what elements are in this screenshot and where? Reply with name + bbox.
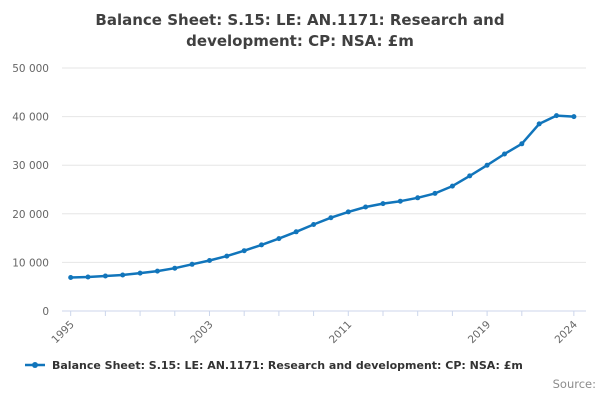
- data-point-marker[interactable]: [207, 258, 212, 263]
- y-axis-tick-label: 30 000: [12, 160, 49, 172]
- legend-line-marker-icon: [25, 362, 45, 368]
- data-point-marker[interactable]: [172, 265, 178, 271]
- data-point-marker[interactable]: [536, 121, 542, 127]
- data-point-marker[interactable]: [449, 183, 455, 189]
- y-axis-tick-label: 20 000: [12, 209, 49, 221]
- data-point-marker[interactable]: [189, 261, 195, 267]
- y-axis-tick-label: 40 000: [12, 112, 49, 124]
- series-line: [69, 114, 576, 279]
- x-axis-tick-label: 2024: [553, 318, 581, 346]
- source-note: Source:: [552, 377, 596, 391]
- y-axis-tick-label: 10 000: [12, 257, 49, 269]
- data-point-marker[interactable]: [363, 204, 369, 210]
- data-point-marker[interactable]: [68, 275, 74, 280]
- chart-title-line-2: development: CP: NSA: £m: [186, 32, 414, 50]
- data-point-marker[interactable]: [85, 274, 91, 280]
- data-point-marker[interactable]: [397, 198, 403, 204]
- chart-title-line-1: Balance Sheet: S.15: LE: AN.1171: Resear…: [95, 11, 505, 29]
- data-point-marker[interactable]: [120, 272, 126, 278]
- x-axis-tick-label: 2019: [466, 319, 493, 346]
- legend-label: Balance Sheet: S.15: LE: AN.1171: Resear…: [52, 358, 523, 372]
- data-point-marker[interactable]: [311, 222, 317, 227]
- data-point-marker[interactable]: [571, 114, 577, 120]
- x-axis-tick-label: 1995: [49, 319, 76, 346]
- data-point-marker[interactable]: [241, 248, 247, 254]
- y-axis-tick-label: 0: [42, 306, 49, 318]
- x-axis-tick-label: 2011: [327, 319, 354, 346]
- data-point-marker[interactable]: [484, 162, 490, 168]
- legend: Balance Sheet: S.15: LE: AN.1171: Resear…: [24, 356, 523, 374]
- data-point-marker[interactable]: [432, 190, 438, 196]
- data-point-marker[interactable]: [137, 270, 143, 276]
- legend-item[interactable]: Balance Sheet: S.15: LE: AN.1171: Resear…: [24, 358, 523, 372]
- data-point-marker[interactable]: [502, 151, 507, 157]
- data-point-marker[interactable]: [293, 229, 299, 235]
- data-point-marker[interactable]: [345, 209, 351, 215]
- data-point-marker[interactable]: [328, 215, 334, 221]
- x-axis-tick-label: 2003: [188, 319, 215, 346]
- data-point-marker[interactable]: [467, 173, 473, 179]
- data-point-marker[interactable]: [259, 242, 264, 248]
- data-point-marker[interactable]: [154, 268, 160, 274]
- y-axis-tick-label: 50 000: [12, 63, 49, 75]
- data-point-marker[interactable]: [415, 195, 421, 201]
- data-point-marker[interactable]: [224, 253, 230, 259]
- data-point-marker[interactable]: [554, 113, 559, 119]
- chart-title: Balance Sheet: S.15: LE: AN.1171: Resear…: [0, 10, 600, 52]
- data-point-marker[interactable]: [276, 236, 282, 242]
- data-point-marker[interactable]: [519, 141, 525, 147]
- data-point-marker[interactable]: [102, 273, 108, 279]
- data-point-marker[interactable]: [380, 201, 386, 207]
